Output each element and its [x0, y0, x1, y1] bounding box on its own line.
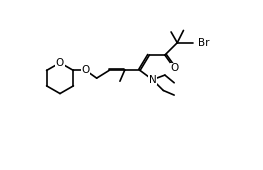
Text: Br: Br: [198, 38, 210, 48]
Text: O: O: [171, 63, 179, 73]
Text: O: O: [56, 58, 64, 68]
Text: O: O: [82, 65, 90, 75]
Text: N: N: [149, 75, 156, 85]
